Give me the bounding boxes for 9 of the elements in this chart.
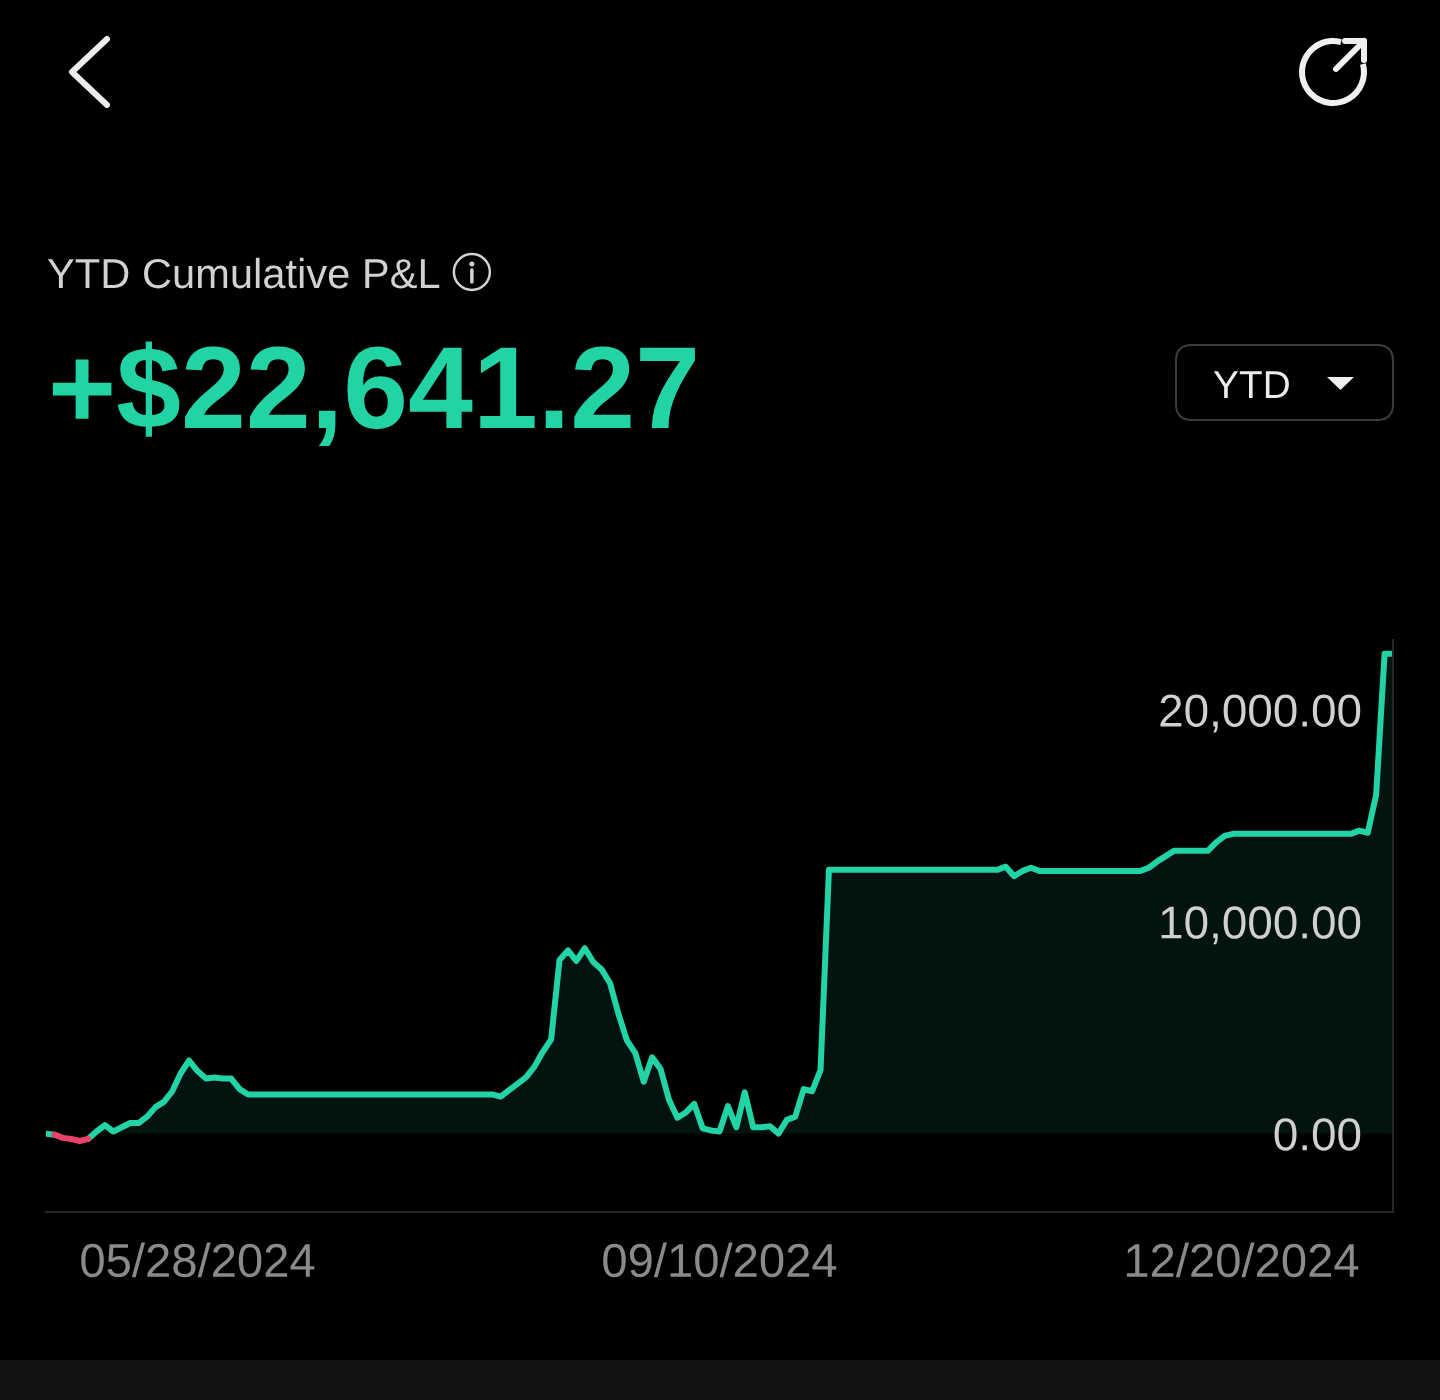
y-tick-label: 20,000.00 xyxy=(1160,694,1361,733)
chart-title: YTD Cumulative P&L xyxy=(47,257,440,289)
y-tick-label: 10,000.00 xyxy=(1161,906,1361,945)
text: YTD xyxy=(1213,371,1289,398)
chart-subtitle: +$22,641.27 xyxy=(52,341,695,447)
x-tick-label: 12/20/2024 xyxy=(1126,1242,1359,1278)
y-tick-label: 0.00 xyxy=(1274,1118,1361,1151)
x-tick-label: 09/10/2024 xyxy=(603,1242,837,1278)
x-tick-label: 05/28/2024 xyxy=(81,1242,315,1278)
